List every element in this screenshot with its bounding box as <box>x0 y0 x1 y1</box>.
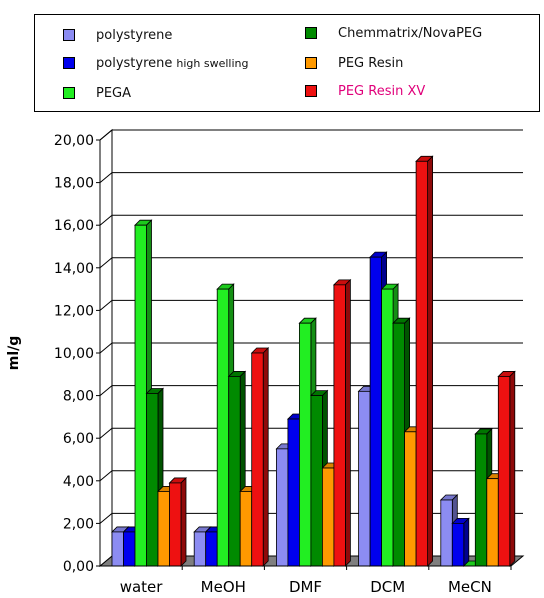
bar <box>415 155 434 567</box>
bar-front <box>333 284 346 567</box>
legend-label: PEGA <box>96 85 132 101</box>
legend-swatch <box>305 57 317 69</box>
bar-front <box>381 288 394 567</box>
chart-legend: polystyrene polystyrene high swelling PE… <box>34 14 540 112</box>
bar-side <box>427 155 434 567</box>
bar-front <box>123 531 136 567</box>
bar-chart: 0,00 2,00 4,00 6,00 8,00 10,00 12,00 14,00 16,00… <box>6 128 525 596</box>
bar-front <box>392 322 406 567</box>
legend-swatch <box>63 87 75 99</box>
bar-front <box>415 160 429 567</box>
x-tick-label: DMF <box>289 578 322 596</box>
legend-label: polystyrene <box>96 55 173 71</box>
bar <box>168 476 187 567</box>
gridline-diag <box>99 300 113 311</box>
legend-label: Chemmatrix/NovaPEG <box>338 25 483 41</box>
y-tick-label: 10,00 <box>54 346 94 362</box>
bar-front <box>321 467 335 567</box>
legend-item-chemmatrix: Chemmatrix/NovaPEG <box>305 23 482 43</box>
bar-front <box>310 395 323 567</box>
legend-item-peg-resin-xv: PEG Resin XV <box>305 81 425 101</box>
y-tick-label: 12,00 <box>54 303 94 319</box>
bar <box>250 347 270 567</box>
bar-front <box>239 491 253 567</box>
legend-label: PEG Resin XV <box>338 83 426 99</box>
bar-side <box>509 370 516 567</box>
bar-front <box>497 376 511 567</box>
bar-front <box>134 224 147 567</box>
x-tick-label: water <box>120 578 164 596</box>
bar-front <box>451 522 465 567</box>
bar-front <box>228 376 241 567</box>
y-tick-label: 0,00 <box>63 559 94 575</box>
bar-front <box>251 352 264 567</box>
x-tick-label: MeOH <box>201 578 246 596</box>
y-tick-label: 2,00 <box>63 516 94 532</box>
legend-item-polystyrene: polystyrene <box>63 25 172 45</box>
legend-label: PEG Resin <box>338 55 404 71</box>
y-tick-label: 20,00 <box>54 133 94 149</box>
bar-front <box>369 256 383 567</box>
legend-item-polystyrene-high-swelling: polystyrene high swelling <box>63 53 248 73</box>
gridline-diag <box>99 427 113 439</box>
y-tick-label: 6,00 <box>63 431 94 447</box>
bar-front <box>298 322 312 567</box>
gridline-diag <box>99 385 113 396</box>
legend-item-pega: PEGA <box>63 83 131 103</box>
legend-label-suffix: high swelling <box>176 56 249 70</box>
y-axis-title: ml/g <box>6 336 22 371</box>
y-tick-label: 8,00 <box>63 389 94 405</box>
gridline-diag <box>99 513 113 524</box>
bar-front <box>193 531 207 567</box>
bar-front <box>440 499 453 567</box>
gridline-diag <box>99 257 113 269</box>
legend-item-peg-resin: PEG Resin <box>305 53 403 73</box>
gridline-diag <box>99 172 113 183</box>
bar-side <box>344 278 351 567</box>
bar-front <box>157 491 170 567</box>
y-tick-label: 14,00 <box>54 261 94 277</box>
bar-side <box>262 347 269 567</box>
x-tick-label: MeCN <box>448 578 492 596</box>
gridline-diag <box>99 470 113 482</box>
bar-front <box>216 288 230 567</box>
bar-side <box>463 517 470 567</box>
y-tick-label: 4,00 <box>63 474 94 490</box>
bar-front <box>486 478 499 567</box>
y-tick-label: 16,00 <box>54 218 94 234</box>
bar <box>497 370 516 567</box>
legend-label: polystyrene <box>96 27 173 43</box>
bar-front <box>275 448 289 567</box>
bar-front <box>146 393 159 567</box>
legend-swatch <box>305 27 317 39</box>
gridline-diag <box>99 342 113 354</box>
bar <box>332 278 352 567</box>
x-tick-label: DCM <box>370 578 405 596</box>
y-tick-label: 18,00 <box>54 176 94 192</box>
bar-front <box>404 431 417 567</box>
gridline-diag <box>99 129 113 141</box>
legend-swatch <box>63 29 75 41</box>
bar-front <box>287 418 300 567</box>
bar-front <box>358 390 371 567</box>
bar-front <box>205 531 218 567</box>
legend-swatch <box>63 57 75 69</box>
bar-front <box>474 433 488 567</box>
bar-front <box>169 482 182 567</box>
bar-front <box>111 531 124 567</box>
bar-side <box>180 476 187 567</box>
legend-swatch <box>305 85 317 97</box>
gridline-diag <box>99 214 113 226</box>
bar <box>451 517 470 567</box>
